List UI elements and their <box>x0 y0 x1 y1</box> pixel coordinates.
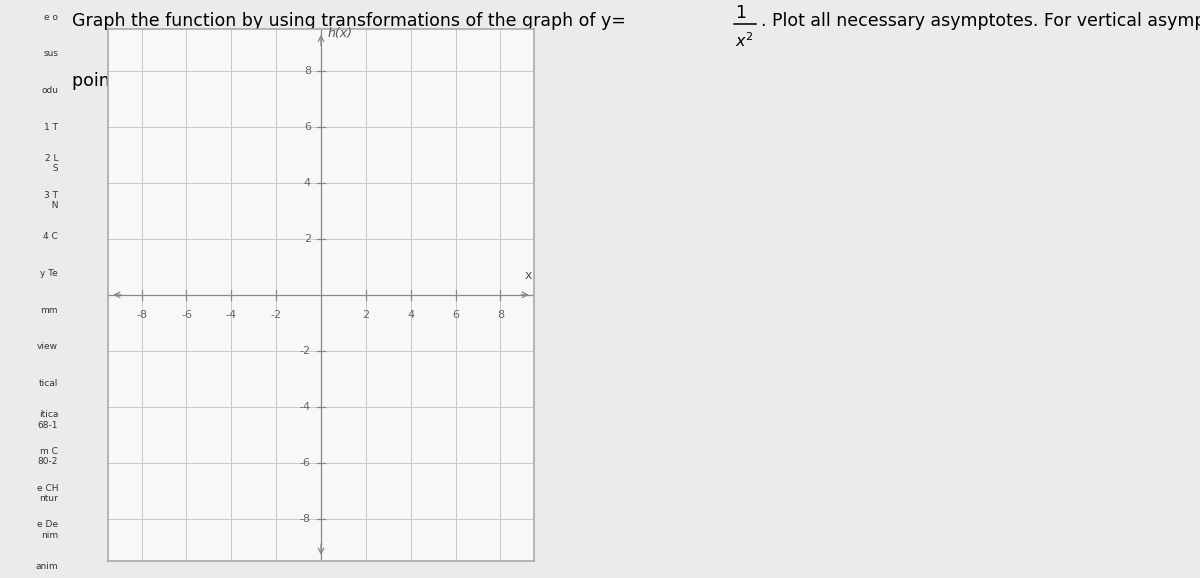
Text: Graph the function by using transformations of the graph of y=: Graph the function by using transformati… <box>72 12 626 29</box>
Text: e o: e o <box>44 13 58 22</box>
Text: 3 T
  N: 3 T N <box>44 191 58 210</box>
Text: 1: 1 <box>734 4 746 22</box>
Text: 2 L
  S: 2 L S <box>44 154 58 173</box>
Text: anim: anim <box>36 562 58 571</box>
Text: $x^2$: $x^2$ <box>734 31 754 50</box>
Text: 4: 4 <box>304 178 311 188</box>
Text: points on each side.: points on each side. <box>72 72 247 90</box>
Text: tical: tical <box>38 379 58 388</box>
Text: 8: 8 <box>497 310 504 320</box>
Text: 8: 8 <box>304 66 311 76</box>
Text: 4 C: 4 C <box>43 232 58 242</box>
Text: -2: -2 <box>300 346 311 355</box>
Text: -8: -8 <box>300 514 311 524</box>
Text: x: x <box>526 269 533 282</box>
Text: m C
80-2: m C 80-2 <box>37 447 58 466</box>
Text: $h\left(x\right)=\dfrac{1}{\left(x-1\right)^2}-2$: $h\left(x\right)=\dfrac{1}{\left(x-1\rig… <box>204 188 378 232</box>
Text: e CH
ntur: e CH ntur <box>36 484 58 503</box>
Text: mm: mm <box>41 306 58 314</box>
Text: -4: -4 <box>226 310 236 320</box>
Text: itica
68-1: itica 68-1 <box>37 410 58 429</box>
Text: -8: -8 <box>136 310 148 320</box>
Text: 6: 6 <box>304 122 311 132</box>
Text: 2: 2 <box>362 310 370 320</box>
Text: 6: 6 <box>452 310 460 320</box>
Text: sus: sus <box>43 50 58 58</box>
Text: -4: -4 <box>300 402 311 412</box>
Text: 1 T: 1 T <box>44 123 58 132</box>
Text: e De
nim: e De nim <box>37 520 58 539</box>
Text: -6: -6 <box>181 310 192 320</box>
Text: h(x): h(x) <box>328 27 353 40</box>
Text: 4: 4 <box>407 310 414 320</box>
Text: -2: -2 <box>270 310 282 320</box>
Text: . Plot all necessary asymptotes. For vertical asymptotes, make sure there are at: . Plot all necessary asymptotes. For ver… <box>761 12 1200 29</box>
Text: view: view <box>37 342 58 351</box>
Text: odu: odu <box>41 86 58 95</box>
Text: -6: -6 <box>300 458 311 468</box>
Text: 2: 2 <box>304 234 311 244</box>
Text: y Te: y Te <box>41 269 58 278</box>
